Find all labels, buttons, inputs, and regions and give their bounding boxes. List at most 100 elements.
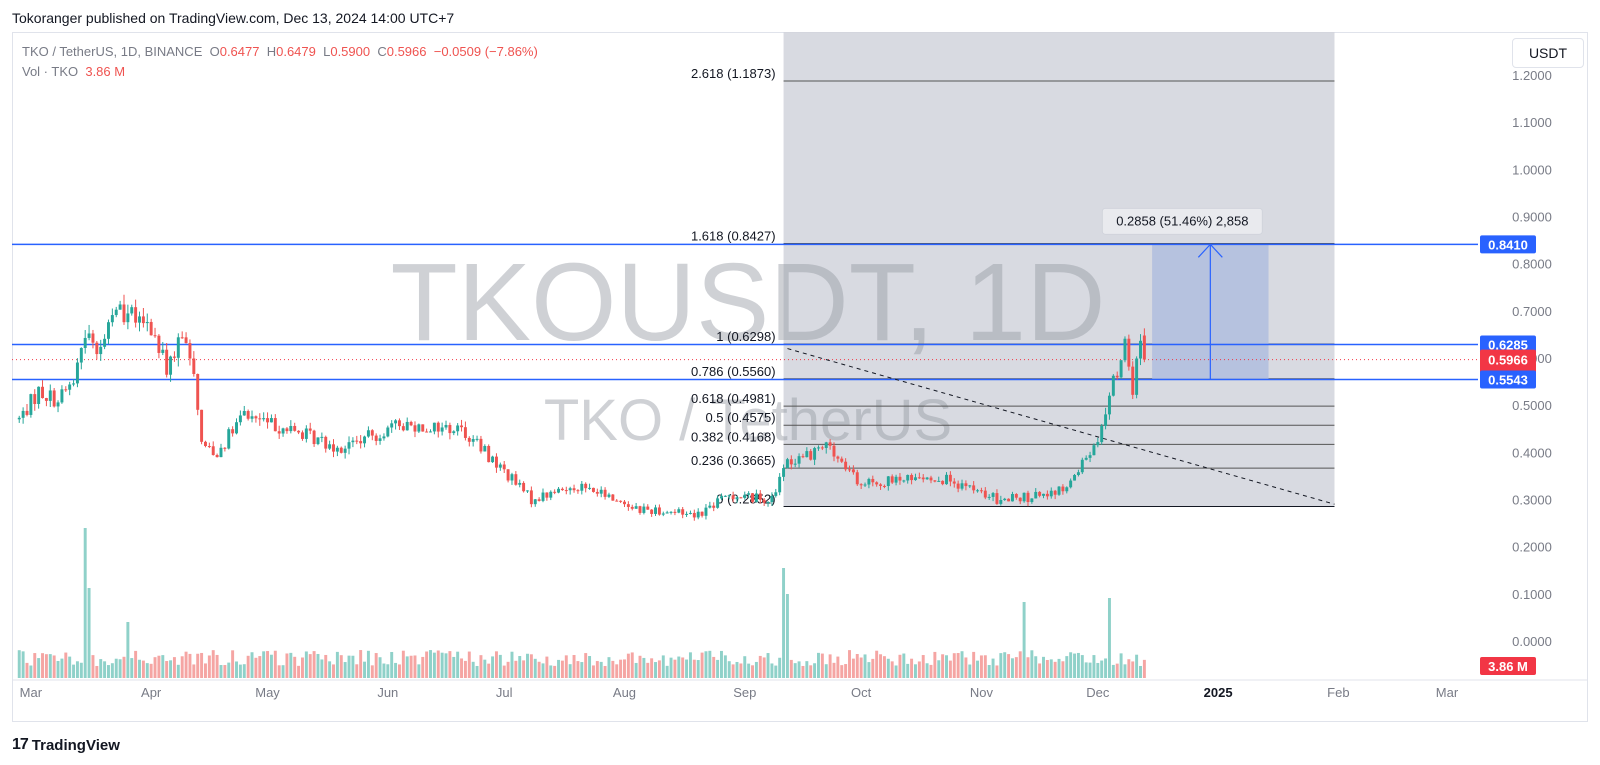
candle-body	[735, 497, 739, 500]
volume-bar	[778, 657, 782, 678]
x-axis-tick-label: Sep	[733, 685, 756, 700]
candle-body	[553, 491, 557, 493]
candle-body	[277, 431, 281, 434]
volume-bar	[444, 653, 448, 678]
volume-bar	[766, 653, 770, 678]
candle-body	[1073, 474, 1077, 481]
candle-body	[273, 418, 277, 432]
candle-body	[1010, 494, 1014, 502]
volume-bar	[72, 664, 76, 678]
x-axis-tick-label: Jul	[496, 685, 513, 700]
candle-body	[976, 490, 980, 492]
candle-body	[956, 483, 960, 489]
candle-body	[316, 437, 320, 445]
candle-body	[533, 499, 537, 505]
candle-body	[894, 476, 898, 483]
volume-bar	[1065, 656, 1069, 678]
candle-body	[483, 446, 487, 452]
volume-bar	[130, 658, 134, 678]
legend-l-label: L	[323, 44, 330, 59]
candle-body	[351, 440, 355, 443]
candle-body	[700, 511, 704, 516]
volume-bar	[1022, 602, 1026, 678]
candle-body	[564, 490, 568, 492]
candle-body	[890, 476, 894, 483]
volume-bar	[1045, 659, 1049, 678]
fib-level-label: 2.618 (1.1873)	[691, 66, 776, 81]
volume-bar	[107, 665, 110, 678]
candle-body	[945, 474, 948, 485]
candle-body	[568, 488, 572, 491]
candle-body	[859, 484, 863, 486]
candle-body	[661, 513, 665, 515]
candle-body	[235, 422, 238, 434]
candle-body	[681, 509, 685, 515]
volume-bar	[300, 657, 304, 678]
volume-bar	[285, 653, 289, 678]
volume-bar	[1111, 664, 1115, 678]
volume-bar	[1080, 655, 1084, 678]
volume-bar	[44, 654, 48, 678]
candle-body	[506, 469, 510, 481]
candle-body	[1007, 498, 1011, 502]
fib-level-label: 1 (0.6298)	[716, 329, 775, 344]
x-axis-tick-label: May	[255, 685, 280, 700]
candle-body	[599, 489, 603, 494]
volume-bar	[401, 650, 405, 678]
volume-bar	[463, 660, 467, 678]
x-axis-tick-label: Mar	[20, 685, 43, 700]
candle-body	[463, 427, 467, 438]
volume-bar	[312, 651, 316, 678]
volume-bar	[987, 665, 991, 678]
candle-body	[999, 500, 1003, 504]
candle-body	[960, 483, 964, 489]
volume-bar	[176, 664, 180, 678]
volume-bar	[595, 661, 599, 678]
volume-bar	[304, 651, 308, 678]
candle-body	[21, 410, 25, 418]
volume-bar	[921, 655, 925, 678]
volume-bar	[789, 659, 793, 678]
volume-bar	[223, 665, 227, 678]
volume-bar	[723, 655, 727, 678]
currency-button[interactable]: USDT	[1512, 38, 1584, 68]
trendline	[787, 348, 1335, 505]
candle-body	[952, 481, 956, 484]
volume-bar	[87, 588, 91, 678]
volume-bar	[700, 652, 704, 678]
candle-body	[141, 316, 145, 324]
volume-bar	[351, 655, 355, 678]
volume-bar	[1115, 663, 1119, 678]
volume-bar	[254, 657, 258, 678]
candle-body	[626, 504, 630, 507]
candle-body	[339, 447, 343, 453]
candle-body	[68, 384, 72, 390]
volume-bar	[145, 663, 149, 678]
volume-bar	[397, 664, 401, 678]
candle-body	[747, 493, 751, 495]
volume-bar	[1069, 652, 1073, 678]
candle-body	[782, 468, 786, 477]
candle-body	[328, 444, 332, 449]
candle-body	[1088, 455, 1092, 458]
volume-bar	[1135, 654, 1139, 678]
candle-body	[203, 441, 207, 447]
watermark-symbol: TKOUSDT, 1D	[390, 241, 1105, 364]
candle-body	[138, 316, 141, 323]
volume-bar	[677, 656, 681, 678]
candle-body	[452, 431, 456, 434]
candle-body	[646, 506, 650, 510]
candle-body	[297, 430, 301, 433]
candle-body	[580, 483, 584, 491]
candle-body	[840, 458, 844, 462]
footer-brand[interactable]: 17 TradingView	[12, 736, 120, 754]
volume-bar	[456, 651, 460, 678]
x-axis-tick-label: Dec	[1086, 685, 1110, 700]
volume-bar	[258, 656, 262, 678]
volume-bar	[207, 655, 211, 678]
y-axis-tick-label: 0.9000	[1512, 210, 1552, 225]
volume-bar	[704, 651, 708, 678]
candle-body	[52, 390, 56, 407]
volume-bar	[498, 654, 502, 678]
